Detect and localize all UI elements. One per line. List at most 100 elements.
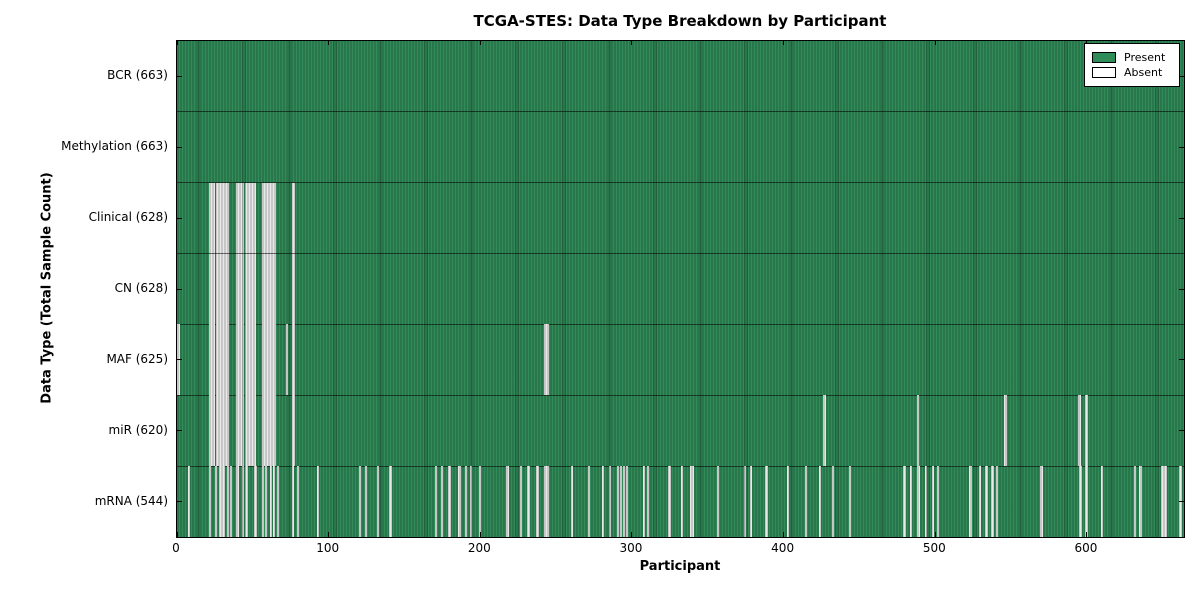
absent-stripe-mRNA	[506, 466, 510, 537]
absent-stripe-mRNA	[1138, 466, 1142, 537]
absent-stripe-mRNA	[985, 466, 988, 537]
y-tick-label: Methylation (663)	[61, 139, 168, 154]
y-tick-right	[1179, 217, 1184, 219]
absent-stripe-mRNA	[601, 466, 604, 537]
absent-stripe-mRNA	[804, 466, 808, 537]
absent-stripe-mRNA	[214, 466, 218, 537]
row-divider	[177, 394, 1184, 396]
absent-stripe-CN	[292, 253, 296, 325]
absent-swatch	[1092, 67, 1116, 78]
absent-stripe-mRNA	[1039, 466, 1043, 537]
x-tick-top	[934, 41, 936, 45]
absent-stripe-CN	[261, 253, 276, 325]
absent-stripe-mRNA	[478, 466, 481, 537]
x-tick-top	[177, 41, 178, 45]
y-tick-right	[1179, 430, 1184, 432]
absent-stripe-mRNA	[269, 466, 272, 537]
y-axis-label: Data Type (Total Sample Count)	[39, 172, 55, 404]
absent-stripe-Clinical	[216, 182, 229, 254]
absent-stripe-mRNA	[236, 466, 240, 537]
absent-stripe-miR	[245, 395, 256, 467]
absent-stripe-mRNA	[292, 466, 295, 537]
absent-stripe-mRNA	[365, 466, 368, 537]
y-tick-left	[177, 430, 182, 432]
absent-stripe-mRNA	[245, 466, 249, 537]
absent-stripe-miR	[917, 395, 920, 467]
absent-stripe-mRNA	[609, 466, 612, 537]
y-tick-right	[1179, 288, 1184, 290]
x-tick-bottom	[177, 532, 178, 537]
y-tick-label: CN (628)	[114, 281, 168, 295]
absent-stripe-CN	[245, 253, 256, 325]
absent-stripe-mRNA	[619, 466, 623, 537]
x-tick-label: 200	[467, 541, 491, 555]
y-tick-left	[177, 217, 182, 219]
absent-stripe-mRNA	[832, 466, 835, 537]
legend: Present Absent	[1084, 43, 1180, 87]
absent-stripe-mRNA	[668, 466, 671, 537]
absent-stripe-mRNA	[622, 466, 626, 537]
absent-stripe-mRNA	[377, 466, 380, 537]
absent-stripe-mRNA	[903, 466, 906, 537]
absent-stripe-mRNA	[642, 466, 645, 537]
absent-stripe-mRNA	[765, 466, 768, 537]
absent-stripe-Clinical	[261, 182, 276, 254]
absent-stripe-mRNA	[1085, 466, 1089, 537]
absent-stripe-mRNA	[440, 466, 444, 537]
x-tick-label: 600	[1074, 541, 1098, 555]
absent-stripe-mRNA	[277, 466, 280, 537]
absent-stripe-mRNA	[536, 466, 540, 537]
x-tick-top	[631, 41, 633, 45]
row-divider	[177, 182, 1184, 184]
absent-stripe-MAF	[245, 324, 256, 396]
absent-stripe-mRNA	[219, 466, 222, 537]
absent-stripe-miR	[236, 395, 244, 467]
x-tick-label: 0	[172, 541, 180, 555]
absent-stripe-Clinical	[236, 182, 244, 254]
absent-stripe-mRNA	[909, 466, 912, 537]
legend-label-present: Present	[1124, 51, 1166, 64]
x-tick-bottom	[479, 532, 481, 537]
x-tick-top	[328, 41, 330, 45]
absent-stripe-mRNA	[261, 466, 265, 537]
absent-stripe-mRNA	[208, 466, 212, 537]
x-tick-label: 500	[922, 541, 946, 555]
absent-stripe-mRNA	[316, 466, 319, 537]
absent-stripe-MAF	[208, 324, 215, 396]
x-tick-bottom	[328, 532, 330, 537]
absent-stripe-mRNA	[187, 466, 190, 537]
y-tick-label: mRNA (544)	[94, 493, 168, 508]
plot-area	[176, 40, 1185, 538]
absent-stripe-mRNA	[254, 466, 257, 537]
absent-stripe-mRNA	[647, 466, 650, 537]
absent-stripe-mRNA	[448, 466, 451, 537]
absent-stripe-mRNA	[296, 466, 299, 537]
x-tick-label: 400	[771, 541, 795, 555]
absent-stripe-Clinical	[208, 182, 215, 254]
absent-stripe-mRNA	[689, 466, 695, 537]
x-tick-label: 100	[316, 541, 340, 555]
y-tick-right	[1179, 146, 1184, 148]
absent-stripe-mRNA	[242, 466, 245, 537]
absent-stripe-mRNA	[519, 466, 522, 537]
absent-stripe-mRNA	[587, 466, 591, 537]
row-divider	[177, 253, 1184, 255]
absent-stripe-MAF	[292, 324, 296, 396]
absent-stripe-MAF	[216, 324, 229, 396]
absent-stripe-mRNA	[222, 466, 225, 537]
x-tick-bottom	[783, 532, 785, 537]
absent-stripe-mRNA	[979, 466, 982, 537]
absent-stripe-mRNA	[1133, 466, 1137, 537]
absent-stripe-mRNA	[625, 466, 629, 537]
absent-stripe-miR	[292, 395, 296, 467]
absent-stripe-MAF	[544, 324, 549, 396]
absent-stripe-mRNA	[358, 466, 362, 537]
absent-stripe-mRNA	[571, 466, 574, 537]
absent-stripe-mRNA	[991, 466, 994, 537]
x-tick-bottom	[934, 532, 936, 537]
absent-stripe-mRNA	[616, 466, 619, 537]
absent-stripe-mRNA	[744, 466, 747, 537]
absent-stripe-miR	[1003, 395, 1007, 467]
absent-stripe-Clinical	[292, 182, 296, 254]
